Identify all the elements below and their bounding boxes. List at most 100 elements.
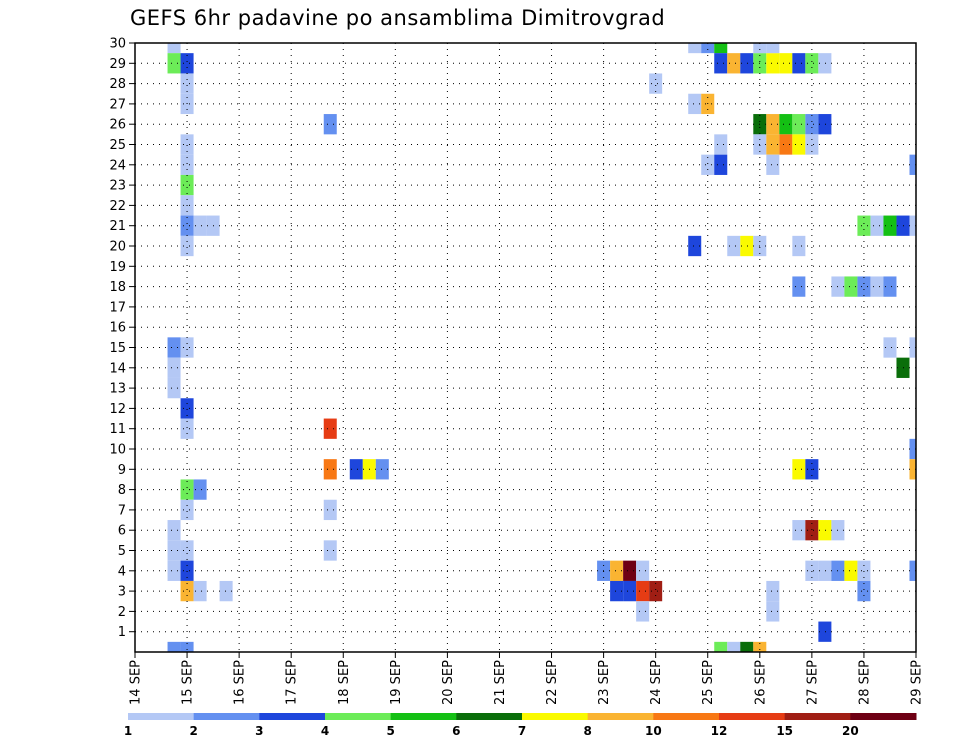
heatmap-cell bbox=[167, 520, 181, 541]
heatmap-cell bbox=[688, 93, 702, 115]
heatmap-cell bbox=[167, 641, 181, 652]
heatmap-cell bbox=[844, 276, 858, 297]
heatmap-cell bbox=[857, 276, 871, 297]
heatmap-cell bbox=[909, 459, 916, 480]
heatmap-cell bbox=[805, 134, 819, 155]
x-tick-label: 19 SEP bbox=[389, 660, 404, 705]
heatmap-cell bbox=[180, 641, 194, 652]
heatmap-cell bbox=[857, 215, 871, 236]
y-tick-label: 27 bbox=[109, 97, 126, 112]
y-tick-label: 16 bbox=[109, 321, 126, 336]
heatmap-cell bbox=[180, 53, 194, 74]
heatmap-cell bbox=[193, 580, 207, 602]
y-tick-label: 8 bbox=[118, 483, 126, 498]
heatmap-cell bbox=[180, 499, 194, 521]
x-tick-label: 28 SEP bbox=[857, 660, 872, 705]
y-tick-label: 13 bbox=[109, 382, 126, 397]
heatmap-cell bbox=[180, 235, 194, 257]
heatmap-cell bbox=[610, 560, 624, 581]
heatmap-cell bbox=[180, 215, 194, 236]
heatmap-cell bbox=[792, 134, 806, 155]
heatmap-cell bbox=[636, 580, 650, 602]
heatmap-cell bbox=[714, 53, 728, 74]
y-tick-label: 14 bbox=[109, 361, 126, 376]
chart-title: GEFS 6hr padavine po ansamblima Dimitrov… bbox=[130, 6, 666, 30]
legend-label: 20 bbox=[842, 724, 859, 738]
heatmap-cell bbox=[818, 621, 832, 642]
heatmap-cell bbox=[714, 43, 728, 54]
heatmap-cell bbox=[649, 580, 663, 602]
y-tick-label: 7 bbox=[118, 503, 126, 518]
y-tick-label: 15 bbox=[109, 341, 126, 356]
legend-swatch bbox=[522, 713, 589, 720]
heatmap-cell bbox=[870, 215, 884, 236]
legend-swatch bbox=[259, 713, 326, 720]
heatmap-cell bbox=[180, 540, 194, 561]
y-tick-label: 22 bbox=[109, 199, 126, 214]
heatmap-cell bbox=[753, 641, 767, 652]
heatmap-cell bbox=[818, 560, 832, 581]
color-legend: 1 2 3 4 5 6 7 8 10 12 15 20 bbox=[124, 713, 917, 738]
heatmap-cell bbox=[792, 235, 806, 257]
legend-swatch bbox=[128, 713, 195, 720]
legend-label: 12 bbox=[711, 724, 728, 738]
heatmap-cell bbox=[636, 560, 650, 581]
heatmap-cell bbox=[857, 580, 871, 602]
y-tick-label: 24 bbox=[109, 158, 126, 173]
y-tick-label: 18 bbox=[109, 280, 126, 295]
y-tick-label: 6 bbox=[118, 524, 126, 539]
heatmap-cell bbox=[844, 560, 858, 581]
heatmap-cell bbox=[818, 53, 832, 74]
y-tick-label: 21 bbox=[109, 219, 126, 234]
heatmap-cell bbox=[714, 641, 728, 652]
x-tick-label: 20 SEP bbox=[441, 660, 456, 705]
legend-label: 8 bbox=[583, 724, 591, 738]
y-tick-label: 20 bbox=[109, 240, 126, 255]
legend-label: 6 bbox=[452, 724, 460, 738]
heatmap-cell bbox=[792, 276, 806, 297]
heatmap-cell bbox=[779, 114, 793, 135]
heatmap-cell bbox=[740, 53, 754, 74]
x-axis: 14 SEP 15 SEP 16 SEP 17 SEP 18 SEP 19 SEP 20 S… bbox=[129, 652, 925, 705]
heatmap-cell bbox=[883, 337, 897, 358]
heatmap-cell bbox=[792, 459, 806, 480]
y-tick-label: 23 bbox=[109, 179, 126, 194]
heatmap-cell bbox=[779, 53, 793, 74]
legend-label: 4 bbox=[321, 724, 329, 738]
heatmap-cell bbox=[818, 520, 832, 541]
heatmap-cell bbox=[688, 43, 702, 54]
legend-swatch bbox=[784, 713, 851, 720]
heatmap-cell bbox=[193, 479, 207, 500]
legend-label: 1 bbox=[124, 724, 132, 738]
y-tick-label: 1 bbox=[118, 625, 126, 640]
heatmap-cell bbox=[740, 641, 754, 652]
y-tick-label: 12 bbox=[109, 402, 126, 417]
heatmap-cell bbox=[857, 560, 871, 581]
heatmap-cell bbox=[883, 276, 897, 297]
heatmap-cell bbox=[180, 560, 194, 581]
x-tick-label: 24 SEP bbox=[649, 660, 664, 705]
heatmap-cell bbox=[323, 499, 337, 521]
legend-swatch bbox=[456, 713, 523, 720]
heatmap-cell bbox=[909, 215, 916, 236]
heatmap-cell bbox=[766, 114, 780, 135]
y-tick-label: 4 bbox=[118, 564, 126, 579]
heatmap-cell bbox=[909, 154, 916, 175]
heatmap-cell bbox=[375, 459, 389, 480]
heatmap-cell bbox=[219, 580, 233, 602]
heatmap-cell bbox=[623, 560, 637, 581]
heatmap-cell bbox=[167, 43, 181, 54]
legend-label: 3 bbox=[255, 724, 263, 738]
heatmap-cell bbox=[180, 580, 194, 602]
heatmap-cell bbox=[909, 337, 916, 358]
heatmap-cell bbox=[701, 43, 715, 54]
heatmap-cell bbox=[180, 418, 194, 439]
y-tick-label: 19 bbox=[109, 260, 126, 275]
legend-swatch bbox=[390, 713, 457, 720]
x-tick-label: 21 SEP bbox=[493, 660, 508, 705]
x-tick-label: 16 SEP bbox=[233, 660, 248, 705]
x-tick-label: 17 SEP bbox=[285, 660, 300, 705]
legend-swatch bbox=[719, 713, 786, 720]
heatmap-cell bbox=[766, 43, 780, 54]
